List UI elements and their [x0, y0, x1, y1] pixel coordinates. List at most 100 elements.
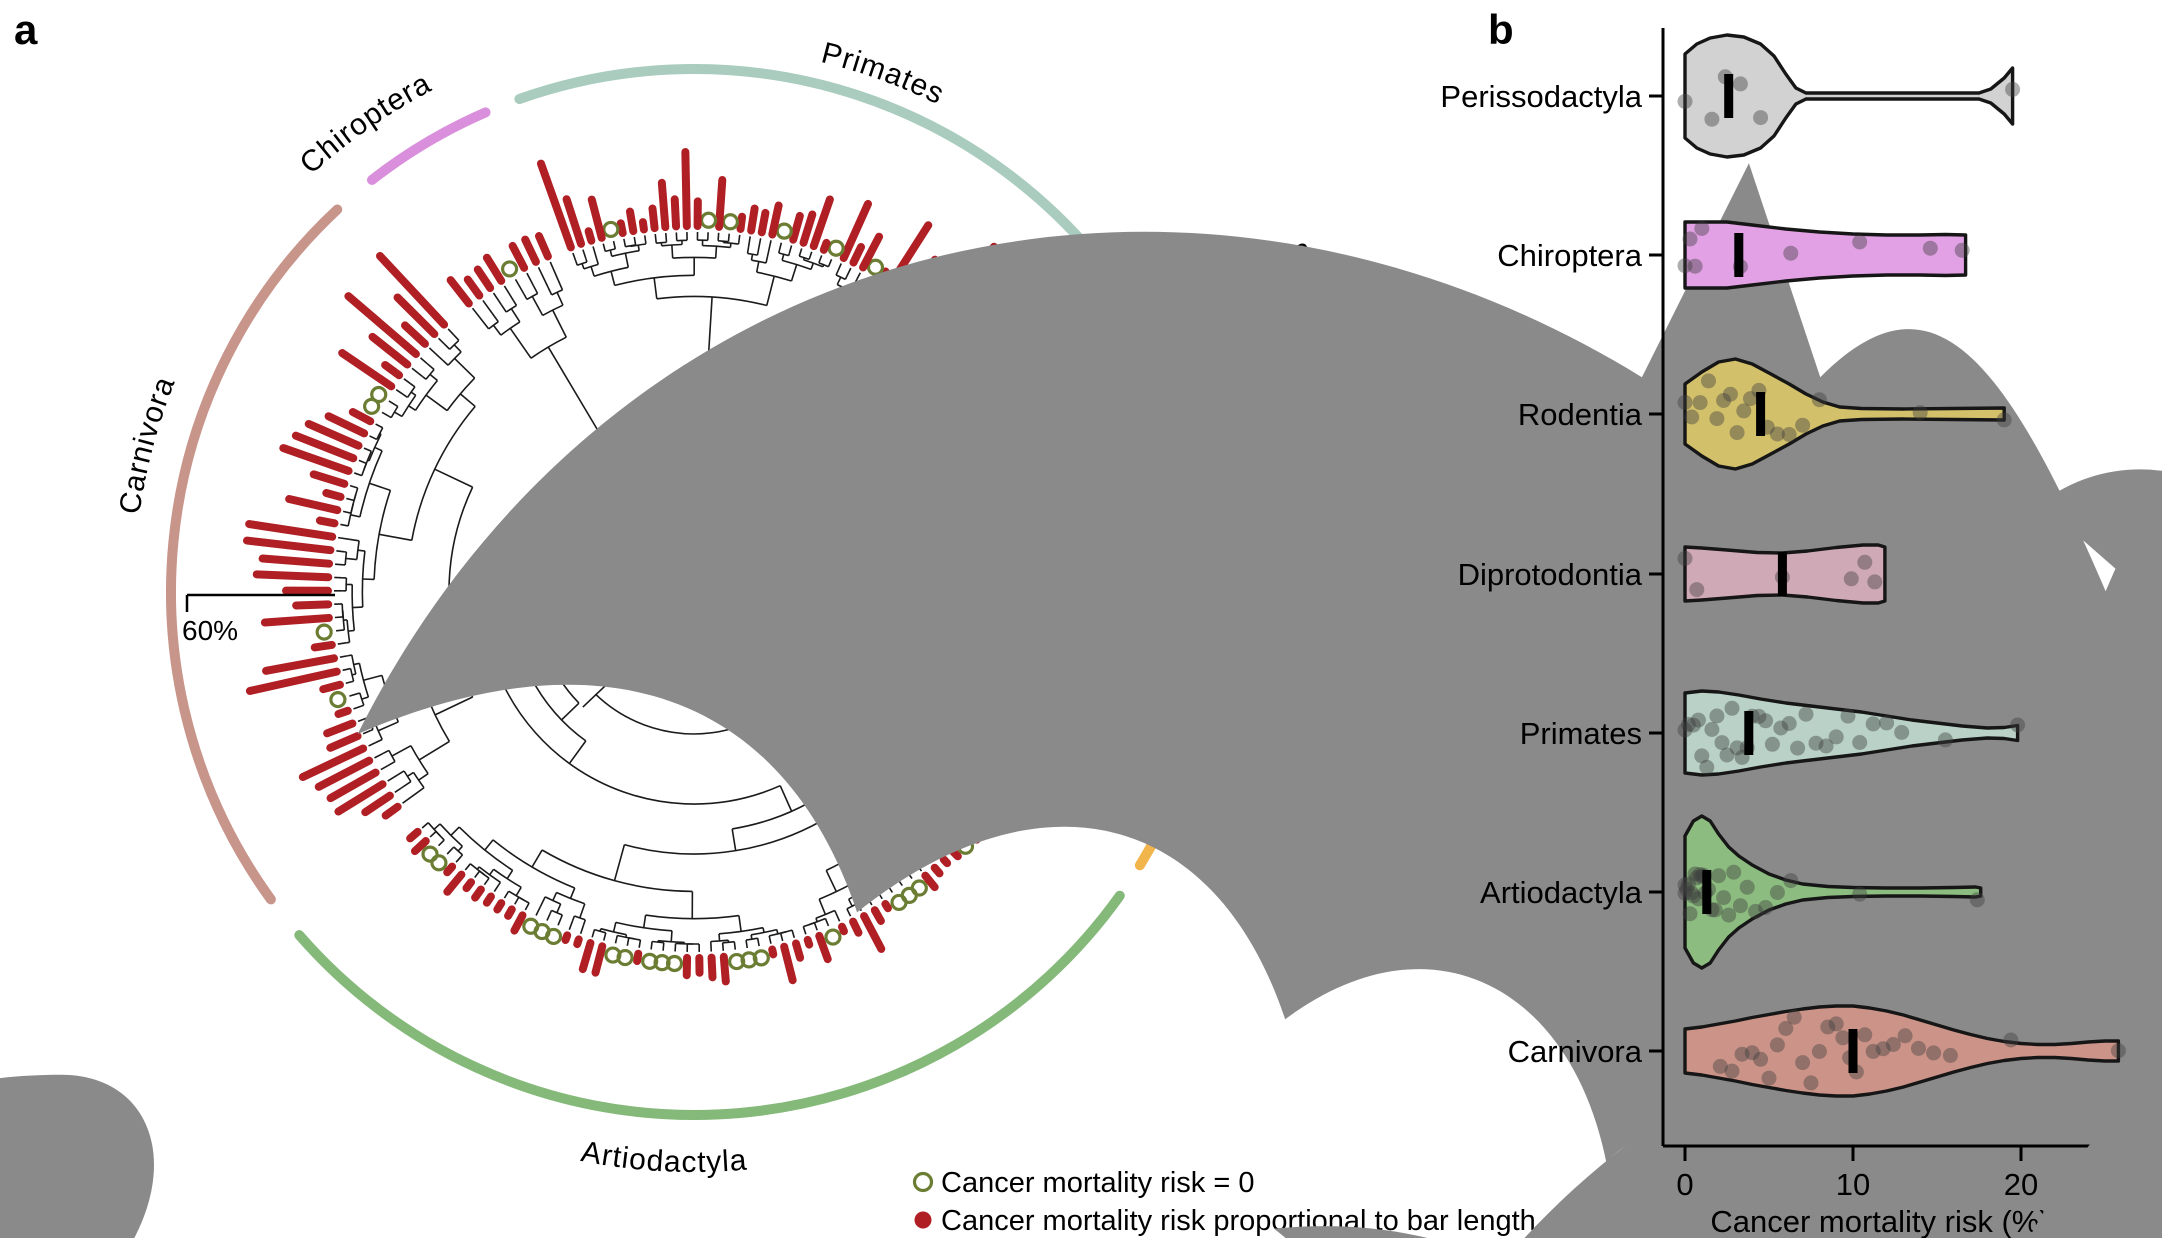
- risk-bar: [815, 931, 832, 964]
- tree-branch: [531, 849, 543, 868]
- risk-bar: [326, 732, 362, 752]
- violin-point: [1714, 735, 1730, 751]
- risk-bar: [633, 949, 643, 966]
- tree-branch: [777, 250, 781, 254]
- risk-bar: [939, 855, 952, 868]
- violin-point: [1828, 729, 1844, 745]
- tree-branch: [643, 235, 647, 244]
- tree-branch: [509, 327, 532, 359]
- risk-bar: [245, 667, 341, 695]
- risk-bar: [859, 232, 884, 272]
- tree-branch: [498, 881, 502, 886]
- violin-perissodactyla: [1683, 33, 2015, 159]
- tree-branch: [346, 641, 350, 644]
- tree-branch: [612, 240, 617, 250]
- tree-branch: [491, 312, 499, 323]
- tree-branch: [822, 264, 825, 268]
- order-arc-chiroptera: [367, 107, 491, 185]
- violin-point: [1954, 242, 1970, 258]
- violin-point: [1684, 885, 1700, 901]
- tree-branch: [737, 234, 741, 243]
- order-arc-primates: [514, 64, 1133, 305]
- tree-branch: [402, 393, 408, 399]
- tree-branch: [357, 717, 366, 723]
- tree-branch: [610, 271, 616, 286]
- risk-bar: [376, 252, 449, 329]
- tree-branch: [374, 752, 384, 759]
- legend: Cancer mortality risk = 0 Cancer mortali…: [912, 1167, 1536, 1237]
- zero-risk-marker: [824, 928, 842, 946]
- risk-bar: [534, 232, 552, 261]
- risk-bar: [338, 349, 396, 391]
- tree-branch: [360, 704, 365, 707]
- risk-bar: [279, 444, 353, 475]
- tree-branch: [568, 740, 587, 764]
- violin-point: [1885, 1037, 1901, 1052]
- risk-bar: [242, 536, 335, 555]
- tree-branch: [551, 309, 567, 338]
- order-label-artiodactyla: Artiodactyla: [579, 1135, 749, 1179]
- row-label-perissodactyla: Perissodactyla: [1440, 79, 1642, 114]
- risk-bar: [757, 208, 770, 237]
- tree-branch: [471, 307, 481, 318]
- zero-risk-marker: [721, 213, 739, 231]
- tree-branch: [718, 933, 721, 942]
- risk-bar: [584, 227, 596, 245]
- tree-branch: [654, 234, 657, 243]
- zero-risk-marker: [616, 948, 634, 967]
- violin-point: [1769, 885, 1785, 900]
- tree-branch: [612, 922, 617, 933]
- violin-point: [1680, 716, 1696, 732]
- risk-bar: [344, 292, 420, 358]
- violin-point: [1769, 1037, 1785, 1053]
- tree-branch: [802, 926, 807, 935]
- violin-point: [1781, 427, 1797, 442]
- violin-point: [1677, 550, 1693, 566]
- risk-bar: [285, 494, 342, 515]
- risk-bar: [789, 211, 804, 244]
- tree-branch: [714, 246, 718, 259]
- risk-bar: [768, 945, 778, 959]
- tree-branch: [455, 855, 462, 863]
- tree-branch: [457, 845, 463, 852]
- median-bar-primates: [1744, 711, 1754, 755]
- tree-branch: [650, 941, 653, 950]
- zero-risk-legend-icon: [912, 1171, 934, 1193]
- violin-point: [1761, 1070, 1777, 1086]
- risk-bar: [262, 654, 339, 675]
- violin-point: [1690, 712, 1706, 728]
- violin-point: [1721, 907, 1737, 923]
- violin-point: [1722, 386, 1738, 402]
- tree-branch: [356, 692, 361, 695]
- tree-branch: [334, 616, 343, 619]
- tree-branch: [733, 941, 737, 950]
- tree-branch: [403, 378, 411, 385]
- violin-point: [2003, 1032, 2019, 1048]
- violin-point: [1773, 720, 1789, 736]
- risk-bar: [322, 489, 345, 501]
- violin-point: [1732, 898, 1748, 914]
- violin-point: [1894, 724, 1910, 740]
- tree-branch: [421, 375, 427, 380]
- risk-bar: [493, 899, 506, 914]
- tree-branch: [388, 415, 392, 419]
- tree-branch: [363, 447, 372, 453]
- x-tick-label-0: 0: [1676, 1167, 1693, 1202]
- violin-point: [1865, 716, 1881, 732]
- risk-bar: [536, 159, 575, 252]
- risk-bar: [400, 321, 429, 348]
- risk-bar: [473, 265, 495, 293]
- tree-branch: [342, 667, 351, 672]
- y-axis-labels: Perissodactyla Chiroptera Rodentia Dipro…: [1440, 79, 1662, 1069]
- tree-branch: [419, 357, 428, 365]
- violin-point: [1677, 877, 1693, 893]
- violin-point: [1764, 736, 1780, 752]
- tree-branch: [552, 892, 558, 901]
- tree-branch: [410, 391, 417, 396]
- risk-bar: [719, 952, 730, 986]
- risk-bar: [591, 942, 607, 977]
- tree-branch: [342, 510, 352, 514]
- panel-a: a Chiroptera Primates Rodentia Artiodact…: [0, 6, 2162, 1238]
- violin-point: [1843, 571, 1859, 587]
